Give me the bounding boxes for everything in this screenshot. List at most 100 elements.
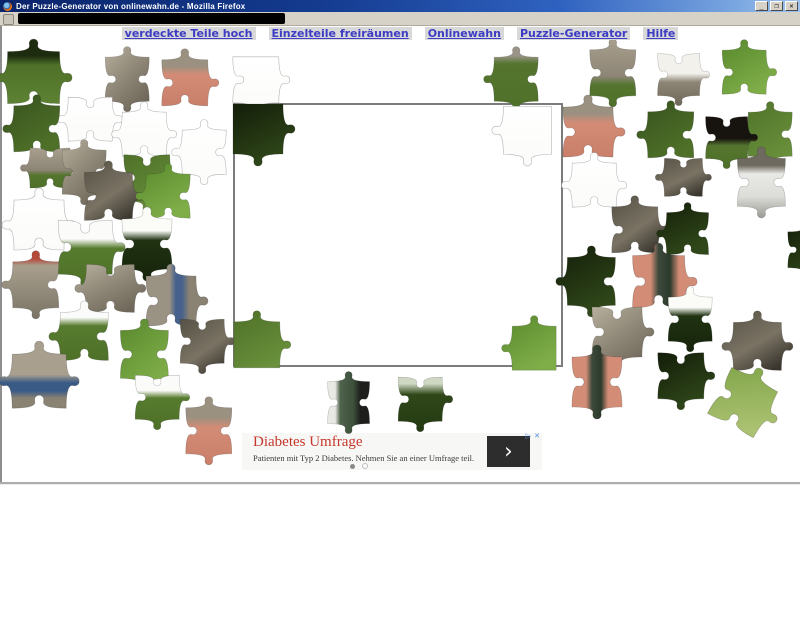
nav-link-einzelteile-freiraeumen[interactable]: Einzelteile freiräumen: [268, 27, 412, 40]
window-frame-edge: [0, 26, 2, 483]
puzzle-piece-shape: [483, 46, 539, 112]
puzzle-piece-shape: [179, 318, 235, 374]
puzzle-piece-shape: [0, 340, 80, 409]
puzzle-piece-shape: [656, 202, 710, 256]
puzzle-piece-shape: [233, 310, 292, 369]
puzzle-piece-shape: [1, 187, 77, 251]
puzzle-piece[interactable]: [315, 369, 382, 436]
puzzle-piece-shape: [135, 163, 191, 219]
puzzle-piece[interactable]: [92, 44, 162, 114]
puzzle-piece[interactable]: [719, 308, 796, 385]
puzzle-piece[interactable]: [499, 313, 569, 383]
nav-links: verdeckte Teile hoch Einzelteile freiräu…: [0, 27, 800, 40]
firefox-icon: [3, 1, 12, 11]
divider: [0, 482, 800, 485]
puzzle-piece[interactable]: [481, 44, 551, 114]
puzzle-piece-shape: [721, 39, 777, 95]
puzzle-piece[interactable]: [576, 36, 650, 110]
url-bar-redacted[interactable]: [18, 13, 285, 24]
ad-close-icon[interactable]: ✕: [534, 433, 540, 440]
puzzle-piece-shape: [161, 48, 220, 107]
puzzle-piece[interactable]: [167, 306, 237, 376]
puzzle-piece-shape: [591, 306, 655, 370]
ad-headline[interactable]: Diabetes Umfrage: [253, 434, 363, 450]
ad-dot-inactive[interactable]: [362, 463, 368, 469]
puzzle-piece-shape: [667, 286, 713, 352]
puzzle-piece[interactable]: [645, 41, 712, 108]
puzzle-piece-shape: [397, 376, 453, 432]
puzzle-piece[interactable]: [122, 362, 192, 432]
puzzle-piece[interactable]: [489, 92, 566, 169]
puzzle-piece-shape: [327, 371, 371, 435]
puzzle-piece[interactable]: [709, 37, 779, 107]
puzzle-piece[interactable]: [169, 117, 239, 187]
puzzle-piece-shape: [589, 38, 637, 108]
puzzle-piece[interactable]: [0, 248, 73, 322]
puzzle-piece-shape: [57, 219, 126, 288]
nav-link-verdeckte-teile-hoch[interactable]: verdeckte Teile hoch: [121, 27, 256, 40]
puzzle-piece[interactable]: [42, 204, 128, 290]
puzzle-piece[interactable]: [220, 308, 294, 382]
puzzle-piece[interactable]: [653, 147, 714, 208]
nav-link-onlinewahn[interactable]: Onlinewahn: [424, 27, 504, 40]
puzzle-piece-shape: [57, 96, 123, 142]
puzzle-piece[interactable]: [133, 161, 203, 231]
puzzle-piece-shape: [657, 352, 716, 411]
puzzle-piece-shape: [654, 157, 712, 197]
nav-link-hilfe[interactable]: Hilfe: [643, 27, 679, 40]
puzzle-piece-shape: [134, 374, 190, 430]
puzzle-piece[interactable]: [777, 221, 800, 279]
puzzle-piece-shape: [232, 103, 296, 167]
puzzle-piece-shape: [555, 245, 616, 317]
puzzle-piece[interactable]: [644, 339, 718, 413]
puzzle-piece[interactable]: [148, 46, 222, 120]
puzzle-piece[interactable]: [55, 84, 125, 154]
puzzle-piece-shape: [185, 396, 233, 466]
puzzle-piece[interactable]: [172, 394, 246, 468]
puzzle-piece[interactable]: [634, 98, 708, 172]
puzzle-piece-shape: [0, 39, 73, 105]
puzzle-piece-shape: [736, 146, 786, 218]
close-button[interactable]: ✕: [785, 1, 798, 11]
ad-dot-active[interactable]: [350, 463, 355, 469]
puzzle-piece[interactable]: [654, 200, 721, 267]
adchoices-icon[interactable]: ▷: [525, 433, 531, 440]
puzzle-piece[interactable]: [557, 342, 637, 422]
puzzle-piece-shape: [171, 119, 227, 185]
puzzle-piece[interactable]: [723, 144, 800, 221]
puzzle-piece[interactable]: [72, 250, 149, 327]
puzzle-piece[interactable]: [548, 92, 628, 172]
puzzle-piece-shape: [721, 310, 793, 371]
nav-link-puzzle-generator[interactable]: Puzzle-Generator: [516, 27, 631, 40]
puzzle-piece[interactable]: [655, 284, 725, 354]
window-controls: _ ❐ ✕: [755, 1, 798, 11]
restore-button[interactable]: ❐: [770, 1, 783, 11]
puzzle-piece-shape: [787, 230, 800, 270]
puzzle-piece-shape: [74, 263, 146, 313]
puzzle-piece[interactable]: [553, 243, 630, 320]
ad-banner[interactable]: Diabetes Umfrage Patienten mit Typ 2 Dia…: [242, 433, 542, 470]
puzzle-piece[interactable]: [0, 185, 79, 265]
puzzle-piece[interactable]: [0, 36, 76, 119]
puzzle-piece-shape: [1, 250, 60, 320]
puzzle-piece[interactable]: [46, 298, 123, 375]
puzzle-piece-shape: [562, 94, 626, 158]
puzzle-piece-shape: [571, 344, 623, 420]
ad-next-button[interactable]: ›: [487, 436, 530, 467]
puzzle-piece[interactable]: [218, 89, 298, 169]
puzzle-piece-shape: [491, 105, 552, 166]
puzzle-piece[interactable]: [687, 347, 800, 460]
puzzle-piece-shape: [104, 46, 150, 112]
puzzle-piece[interactable]: [0, 338, 82, 424]
puzzle-piece[interactable]: [577, 292, 657, 372]
minimize-button[interactable]: _: [755, 1, 768, 11]
titlebar[interactable]: Der Puzzle-Generator von onlinewahn.de -…: [0, 0, 800, 12]
puzzle-piece[interactable]: [385, 364, 455, 434]
window-title: Der Puzzle-Generator von onlinewahn.de -…: [16, 1, 246, 11]
ad-body-text: Patienten mit Typ 2 Diabetes. Nehmen Sie…: [253, 453, 475, 463]
chevron-right-icon: ›: [504, 439, 513, 463]
browser-toolbar: [0, 12, 800, 26]
puzzle-piece-shape: [48, 300, 109, 361]
